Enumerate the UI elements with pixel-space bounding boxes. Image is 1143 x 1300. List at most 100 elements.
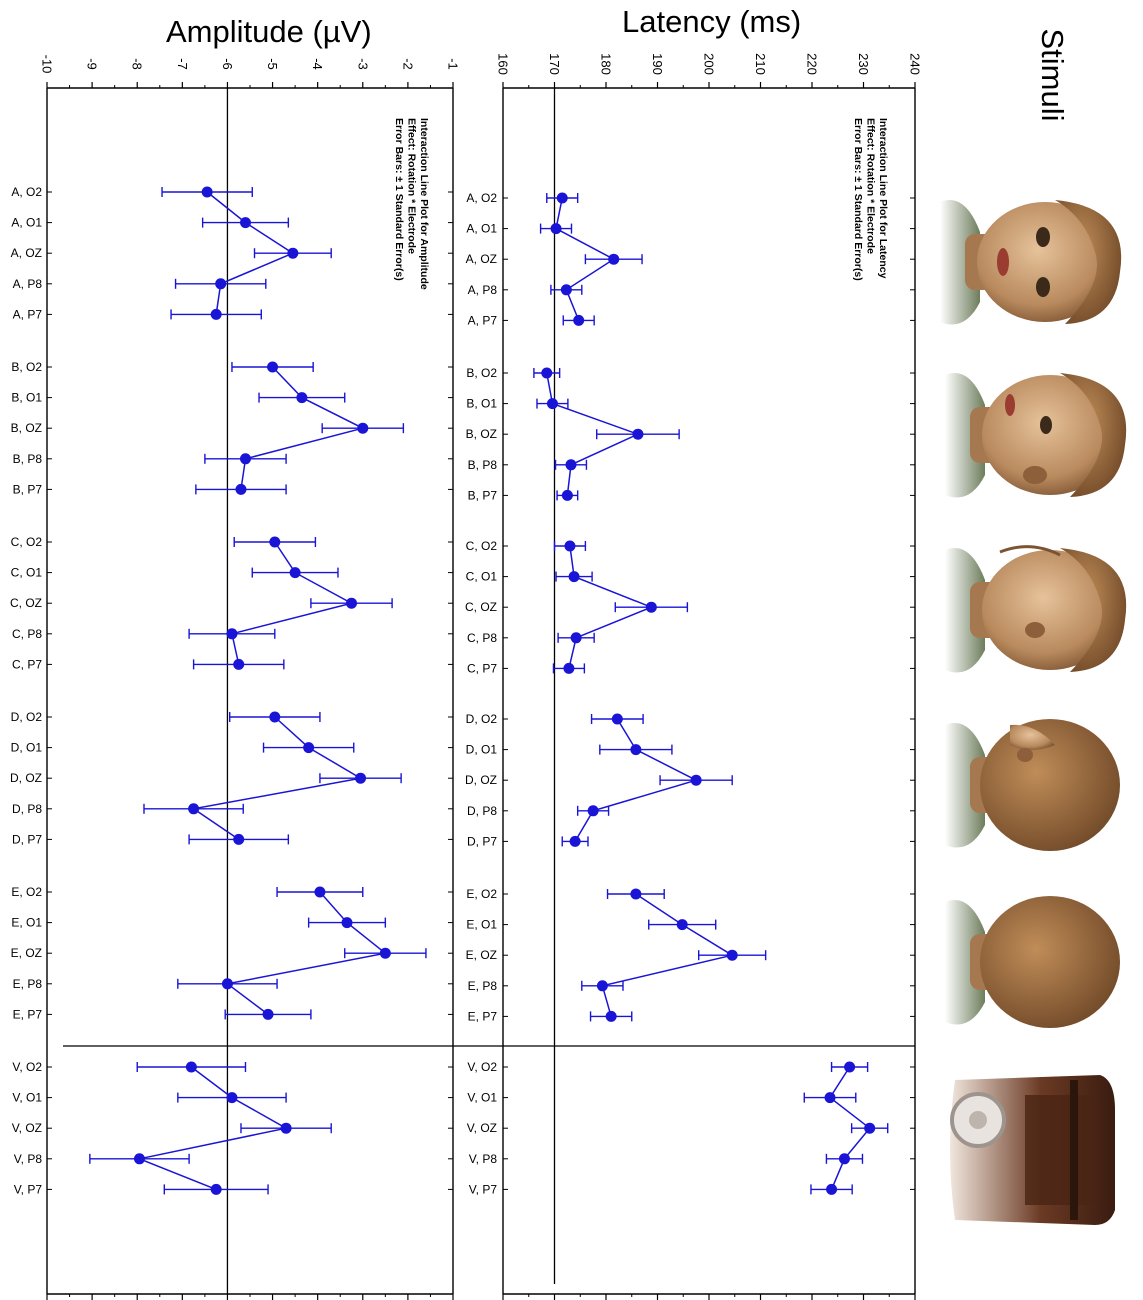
tick-label: -8 [130, 58, 145, 70]
amplitude-panel: -10 -9 -8 -7 -6 -5 -4 -3 -2 -1 Interaction Line Pl… [10, 55, 461, 1300]
chart-note-line: Error Bars: ± 1 Standard Error(s) [852, 118, 864, 281]
row-label: A, P7 [468, 313, 498, 327]
tick-label: -7 [175, 58, 190, 70]
data-point [605, 1010, 617, 1022]
row-label: V, P8 [14, 1152, 43, 1166]
data-point [556, 192, 568, 204]
row-label: V, P8 [469, 1152, 498, 1166]
row-label: B, OZ [466, 427, 497, 441]
row-label: D, O1 [466, 743, 498, 757]
tick-label: 200 [702, 53, 717, 75]
row-label: D, O1 [11, 741, 43, 755]
stimulus-c-image [945, 545, 1127, 673]
data-point [573, 314, 585, 326]
data-point [133, 1153, 145, 1165]
row-label: E, P7 [468, 1009, 498, 1023]
data-point [280, 1122, 292, 1134]
row-label: A, P8 [13, 277, 43, 291]
vehicle-hub [969, 1111, 987, 1129]
row-label: E, P8 [13, 977, 43, 991]
row-label: E, OZ [11, 946, 42, 960]
row-label: B, O2 [11, 360, 42, 374]
row-label: V, O2 [467, 1060, 497, 1074]
row-label: V, O1 [12, 1091, 42, 1105]
hair-shape [1060, 373, 1127, 497]
row-label: B, P7 [468, 488, 498, 502]
profile-shape [999, 545, 1061, 557]
tick-label: 230 [856, 53, 871, 75]
data-point [346, 597, 357, 609]
chart-notes: Interaction Line Plot for LatencyEffect:… [852, 118, 889, 281]
data-point [201, 186, 213, 198]
row-label: E, O1 [11, 916, 42, 930]
row-label: B, P7 [13, 482, 43, 496]
amplitude-axis-title: Amplitude (µV) [166, 14, 372, 49]
stimulus-v-image [950, 1075, 1115, 1225]
tick-label: -2 [400, 58, 415, 70]
data-point [632, 428, 644, 440]
row-label: E, P8 [468, 979, 498, 993]
shirt-shape [945, 373, 985, 498]
vehicle-pillar [1070, 1080, 1078, 1220]
row-label: V, O1 [467, 1091, 497, 1105]
tick-label: 240 [908, 53, 923, 75]
data-point [565, 459, 577, 471]
data-point [676, 919, 688, 931]
vehicle-window [1025, 1095, 1095, 1205]
data-point [826, 1183, 838, 1195]
row-label: E, O1 [466, 918, 497, 932]
tick-label: -5 [265, 58, 280, 70]
row-label: A, O1 [466, 222, 497, 236]
row-label: E, P7 [13, 1007, 43, 1021]
data-point [226, 628, 238, 640]
row-label: A, O2 [11, 185, 42, 199]
data-point [233, 658, 245, 670]
row-label: D, P7 [12, 832, 42, 846]
row-label: A, OZ [11, 246, 42, 260]
data-point [226, 1092, 238, 1104]
data-point [215, 278, 227, 290]
data-point [210, 1183, 222, 1195]
row-label: D, OZ [10, 771, 42, 785]
row-label: B, P8 [468, 458, 498, 472]
tick-label: -4 [310, 58, 325, 70]
data-point [239, 217, 251, 229]
data-point [303, 742, 315, 754]
shirt-shape [940, 200, 980, 325]
eye-shape [1036, 227, 1050, 247]
data-point [269, 536, 281, 548]
shirt-shape [945, 723, 985, 848]
data-point [341, 917, 353, 929]
row-label: V, O2 [12, 1060, 42, 1074]
row-label: C, O2 [466, 539, 498, 553]
ear-shape [1017, 748, 1033, 762]
row-label: A, P7 [13, 307, 43, 321]
latency-panel: 160 170 180 190 200 210 220 230 240 Interaction L… [453, 53, 923, 1300]
row-label: V, P7 [469, 1182, 498, 1196]
chart-note-line: Effect: Rotation * Electrode [865, 118, 877, 254]
data-point [596, 980, 608, 992]
row-label: A, OZ [466, 252, 497, 266]
data-point [726, 949, 738, 961]
row-label: C, OZ [10, 596, 42, 610]
data-point [630, 744, 642, 756]
mouth-shape [997, 248, 1009, 276]
row-label: C, P7 [467, 661, 497, 675]
latency-axis-title: Latency (ms) [622, 4, 802, 39]
data-point [563, 662, 575, 674]
row-label: V, P7 [14, 1182, 43, 1196]
face-shape [982, 550, 1118, 670]
data-point [608, 253, 620, 265]
row-label: B, P8 [13, 452, 43, 466]
row-label: D, P8 [467, 804, 497, 818]
row-label: B, O1 [11, 391, 42, 405]
row-label: C, P8 [467, 631, 497, 645]
shirt-shape [945, 900, 985, 1025]
chart-note-line: Effect: Rotation * Electrode [406, 118, 418, 254]
tick-label: -9 [85, 58, 100, 70]
chart-note-line: Interaction Line Plot for Amplitude [418, 118, 430, 290]
data-point [269, 711, 281, 723]
tick-label: -1 [446, 58, 461, 70]
data-point [550, 223, 562, 235]
